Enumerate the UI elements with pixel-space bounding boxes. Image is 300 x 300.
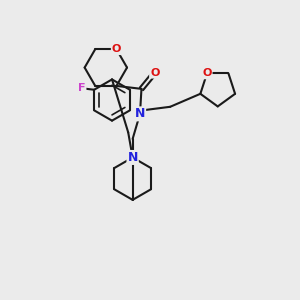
Text: N: N — [128, 151, 138, 164]
Text: O: O — [112, 44, 121, 54]
Text: O: O — [202, 68, 212, 78]
Text: F: F — [78, 83, 85, 93]
Text: N: N — [135, 107, 145, 120]
Text: O: O — [150, 68, 159, 78]
